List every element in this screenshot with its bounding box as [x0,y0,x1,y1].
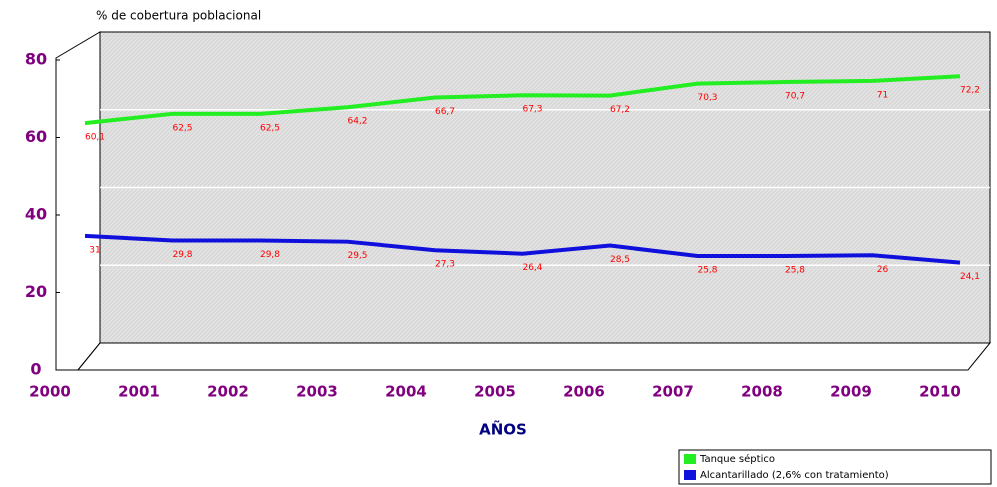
x-tick-label: 2001 [118,383,160,401]
x-tick-label: 2002 [207,383,249,401]
y-tick-label: 80 [25,50,47,69]
data-label: 67,2 [610,105,630,115]
data-label: 29,5 [347,251,367,261]
legend-box [678,449,992,485]
y-tick-label: 20 [25,282,47,301]
side-wall [55,31,101,371]
data-label: 25,8 [785,266,805,276]
chart-title: % de cobertura poblacional [96,9,261,23]
legend-swatch [684,454,696,464]
data-label: 62,5 [172,123,192,133]
data-label: 24,1 [960,272,980,282]
data-label: 29,8 [172,250,192,260]
data-label: 66,7 [435,107,455,117]
x-tick-label: 2005 [474,383,516,401]
legend-label: Alcantarillado (2,6% con tratamiento) [700,470,889,481]
x-tick-label: 2006 [563,383,605,401]
data-label: 26,4 [522,263,542,273]
y-tick-label: 0 [30,360,41,379]
data-label: 60,1 [85,133,105,143]
y-tick-label: 60 [25,127,47,146]
legend-swatch [684,470,696,480]
series-line [84,74,961,126]
x-tick-label: 2009 [830,383,872,401]
x-tick-label: 2010 [919,383,961,401]
data-label: 71 [877,90,888,100]
series-line [84,233,961,265]
x-tick-label: 2003 [296,383,338,401]
x-tick-label: 2004 [385,383,427,401]
x-axis-label: AÑOS [479,420,527,439]
data-label: 27,3 [435,260,455,270]
data-label: 62,5 [260,123,280,133]
data-label: 29,8 [260,250,280,260]
legend-label: Tanque séptico [699,453,775,465]
x-tick-label: 2007 [652,383,694,401]
y-tick-label: 40 [25,205,47,224]
data-label: 67,3 [522,105,542,115]
floor [76,342,992,371]
data-label: 70,7 [785,92,805,102]
data-label: 64,2 [347,117,367,127]
data-label: 70,3 [697,93,717,103]
data-label: 25,8 [697,266,717,276]
data-label: 31 [89,245,100,255]
data-label: 72,2 [960,86,980,96]
x-tick-label: 2000 [29,383,71,401]
data-label: 26 [877,265,889,275]
x-tick-label: 2008 [741,383,783,401]
data-label: 28,5 [610,255,630,265]
